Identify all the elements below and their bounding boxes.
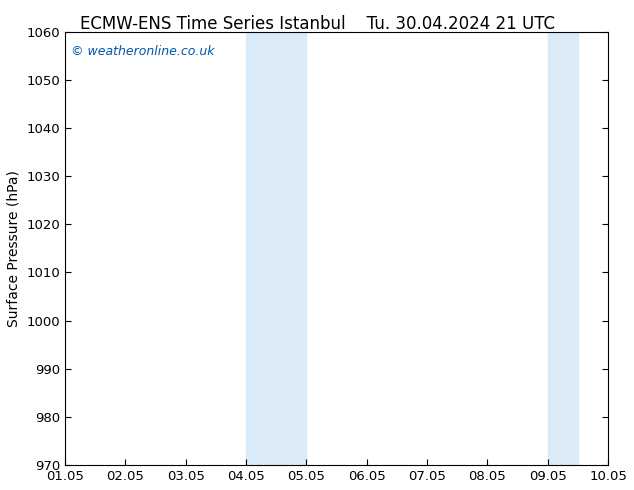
- Text: © weatheronline.co.uk: © weatheronline.co.uk: [70, 45, 214, 57]
- Y-axis label: Surface Pressure (hPa): Surface Pressure (hPa): [7, 170, 21, 327]
- Text: ECMW-ENS Time Series Istanbul    Tu. 30.04.2024 21 UTC: ECMW-ENS Time Series Istanbul Tu. 30.04.…: [79, 15, 555, 33]
- Bar: [246, 31, 306, 465]
- Bar: [548, 31, 578, 465]
